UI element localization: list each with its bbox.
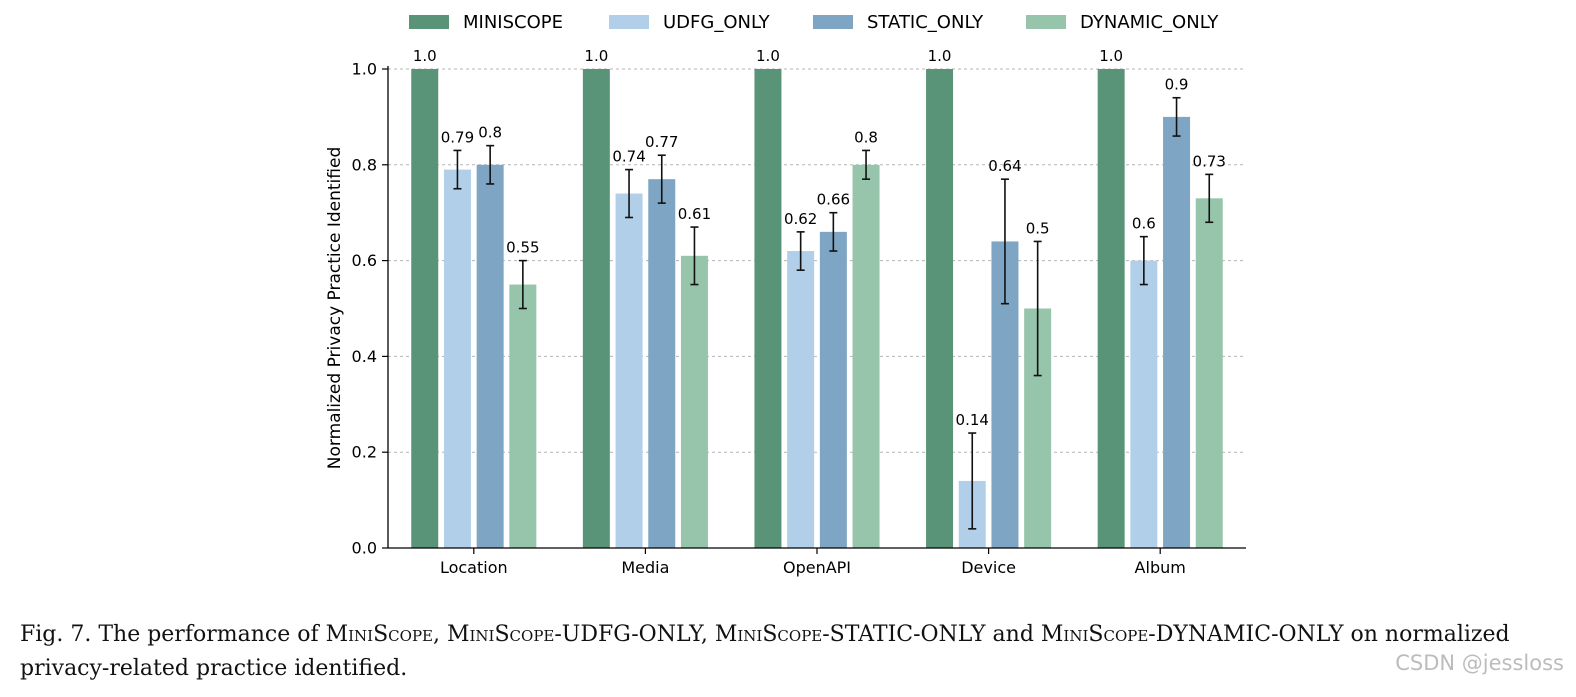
caption-miniscope-1: MiniScope — [325, 622, 433, 647]
bar-label-location-miniscope: 1.0 — [413, 47, 437, 65]
bar-label-album-miniscope: 1.0 — [1099, 47, 1123, 65]
y-axis-title: Normalized Privacy Practice Identified — [325, 147, 345, 469]
y-tick-label-0: 0.0 — [352, 539, 377, 558]
bar-label-device-static_only: 0.64 — [988, 157, 1021, 175]
bar-album-udfg_only — [1130, 260, 1158, 548]
bar-label-location-static_only: 0.8 — [478, 124, 502, 142]
bar-label-device-udfg_only: 0.14 — [956, 411, 989, 429]
bar-label-device-dynamic_only: 0.5 — [1026, 219, 1050, 237]
bar-openapi-miniscope — [754, 69, 782, 548]
legend-label-dynamic_only: DYNAMIC_ONLY — [1080, 12, 1219, 33]
error-bars — [453, 96, 1214, 530]
bar-device-miniscope — [926, 69, 954, 548]
bar-value-labels: 1.00.79 0.80.551.00.740.770.611.00.620.66… — [413, 47, 1226, 429]
caption-sep-1: , — [432, 622, 447, 647]
bar-album-miniscope — [1097, 69, 1125, 548]
legend-label-static_only: STATIC_ONLY — [867, 12, 984, 33]
bar-openapi-udfg_only — [787, 251, 815, 548]
bars — [411, 69, 1223, 549]
x-tick-label-openapi: OpenAPI — [783, 558, 851, 577]
bar-label-media-static_only: 0.77 — [645, 133, 678, 151]
legend-label-miniscope: MINISCOPE — [463, 12, 563, 33]
legend: MINISCOPE UDFG_ONLY STATIC_ONLY DYNAMIC_ONL… — [409, 12, 1219, 33]
bar-label-media-dynamic_only: 0.61 — [678, 205, 711, 223]
caption-miniscope-4: MiniScope — [1040, 622, 1149, 647]
x-tick-label-device: Device — [961, 558, 1016, 577]
bar-album-dynamic_only — [1195, 198, 1223, 548]
x-tick-labels: Location Media OpenAPI Device Album — [440, 558, 1186, 577]
bar-media-static_only — [648, 179, 676, 549]
bar-chart: 1.00.79 0.80.551.00.740.770.611.00.620.66… — [325, 12, 1246, 577]
legend-swatch-udfg_only — [609, 15, 649, 29]
bar-label-album-dynamic_only: 0.73 — [1193, 152, 1226, 170]
bar-label-media-udfg_only: 0.74 — [612, 148, 645, 166]
caption-miniscope-3: MiniScope — [714, 622, 823, 647]
bar-media-udfg_only — [615, 193, 643, 549]
bar-album-static_only — [1163, 116, 1191, 549]
bar-openapi-dynamic_only — [852, 164, 880, 549]
bar-label-album-static_only: 0.9 — [1165, 76, 1189, 94]
bar-label-openapi-dynamic_only: 0.8 — [854, 128, 878, 146]
bar-label-location-dynamic_only: 0.55 — [506, 239, 539, 257]
y-tick-labels: 0.0 0.2 0.4 0.6 0.8 1.0 — [352, 60, 377, 558]
bar-location-udfg_only — [443, 169, 471, 548]
x-tick-label-location: Location — [440, 558, 508, 577]
bar-label-album-udfg_only: 0.6 — [1132, 215, 1156, 233]
bar-media-miniscope — [582, 69, 610, 548]
bar-label-openapi-miniscope: 1.0 — [756, 47, 780, 65]
bar-label-location-udfg_only: 0.79 — [441, 128, 474, 146]
y-tick-label-3: 0.6 — [352, 251, 377, 270]
caption-miniscope-2: MiniScope — [446, 622, 555, 647]
caption-suffix-3: -STATIC-ONLY and — [822, 622, 1041, 647]
bar-label-device-miniscope: 1.0 — [928, 47, 952, 65]
bar-media-dynamic_only — [680, 255, 708, 548]
legend-swatch-miniscope — [409, 15, 449, 29]
axes — [382, 66, 1246, 554]
y-tick-label-5: 1.0 — [352, 60, 377, 79]
y-tick-label-2: 0.4 — [352, 347, 377, 366]
caption-suffix-2: -UDFG-ONLY, — [554, 622, 715, 647]
bar-label-openapi-static_only: 0.66 — [817, 191, 850, 209]
legend-label-udfg_only: UDFG_ONLY — [663, 12, 771, 33]
legend-swatch-static_only — [813, 15, 853, 29]
x-tick-label-media: Media — [621, 558, 669, 577]
bar-location-dynamic_only — [509, 284, 537, 548]
y-tick-label-1: 0.2 — [352, 443, 377, 462]
bar-label-media-miniscope: 1.0 — [584, 47, 608, 65]
bar-openapi-static_only — [819, 231, 847, 549]
bar-label-openapi-udfg_only: 0.62 — [784, 210, 817, 228]
figure-caption: Fig. 7. The performance of MiniScope, Mi… — [20, 618, 1565, 686]
x-tick-label-album: Album — [1135, 558, 1186, 577]
bar-location-static_only — [476, 164, 504, 549]
watermark: CSDN @jessloss — [1395, 651, 1564, 675]
caption-prefix: Fig. 7. The performance of — [20, 622, 326, 647]
legend-swatch-dynamic_only — [1026, 15, 1066, 29]
caption-suffix-4: -DYNAMIC-ONLY on normalized privacy-rela… — [20, 622, 1510, 681]
bar-location-miniscope — [411, 69, 439, 548]
y-tick-label-4: 0.8 — [352, 155, 377, 174]
